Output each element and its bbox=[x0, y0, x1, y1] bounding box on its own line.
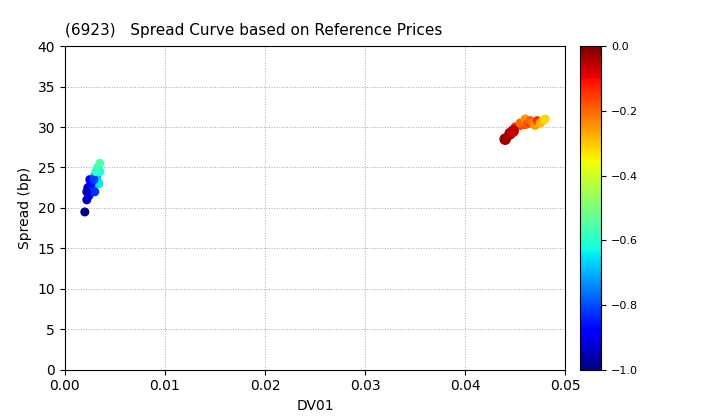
Point bbox=[500, 136, 511, 142]
Point bbox=[524, 120, 536, 126]
Y-axis label: Spread (bp): Spread (bp) bbox=[18, 167, 32, 249]
Point bbox=[505, 130, 516, 137]
Point bbox=[90, 172, 102, 179]
Text: (6923)   Spread Curve based on Reference Prices: (6923) Spread Curve based on Reference P… bbox=[65, 23, 442, 38]
Point bbox=[84, 188, 96, 195]
Point bbox=[88, 176, 99, 183]
Point bbox=[82, 184, 94, 191]
Point bbox=[86, 184, 98, 191]
Point bbox=[519, 116, 531, 122]
Point bbox=[529, 122, 541, 129]
Point bbox=[91, 172, 102, 179]
Point bbox=[87, 188, 99, 195]
Point bbox=[84, 176, 96, 183]
Point bbox=[521, 121, 533, 127]
Point bbox=[87, 180, 99, 187]
Point bbox=[508, 128, 519, 134]
Point bbox=[92, 164, 104, 171]
Point bbox=[509, 123, 521, 130]
Point bbox=[537, 117, 549, 124]
Point bbox=[514, 122, 526, 129]
Point bbox=[514, 120, 526, 126]
Point bbox=[94, 168, 106, 175]
Point bbox=[519, 121, 531, 128]
Point bbox=[85, 188, 96, 195]
Point bbox=[79, 209, 91, 215]
Point bbox=[89, 172, 101, 179]
Point bbox=[89, 180, 101, 187]
Point bbox=[81, 197, 93, 203]
Point bbox=[89, 176, 101, 183]
Point bbox=[531, 117, 543, 124]
Point bbox=[93, 180, 104, 187]
Point bbox=[505, 132, 516, 139]
Point bbox=[528, 120, 539, 126]
Point bbox=[81, 188, 93, 195]
Point bbox=[91, 176, 102, 183]
X-axis label: DV01: DV01 bbox=[296, 399, 334, 413]
Point bbox=[519, 119, 531, 126]
Point bbox=[89, 188, 101, 195]
Point bbox=[88, 180, 99, 187]
Point bbox=[94, 160, 106, 167]
Point bbox=[524, 117, 536, 124]
Point bbox=[83, 192, 94, 199]
Point bbox=[87, 184, 99, 191]
Point bbox=[90, 168, 102, 175]
Point bbox=[85, 180, 96, 187]
Point bbox=[539, 116, 551, 122]
Point bbox=[86, 180, 98, 187]
Point bbox=[534, 120, 546, 126]
